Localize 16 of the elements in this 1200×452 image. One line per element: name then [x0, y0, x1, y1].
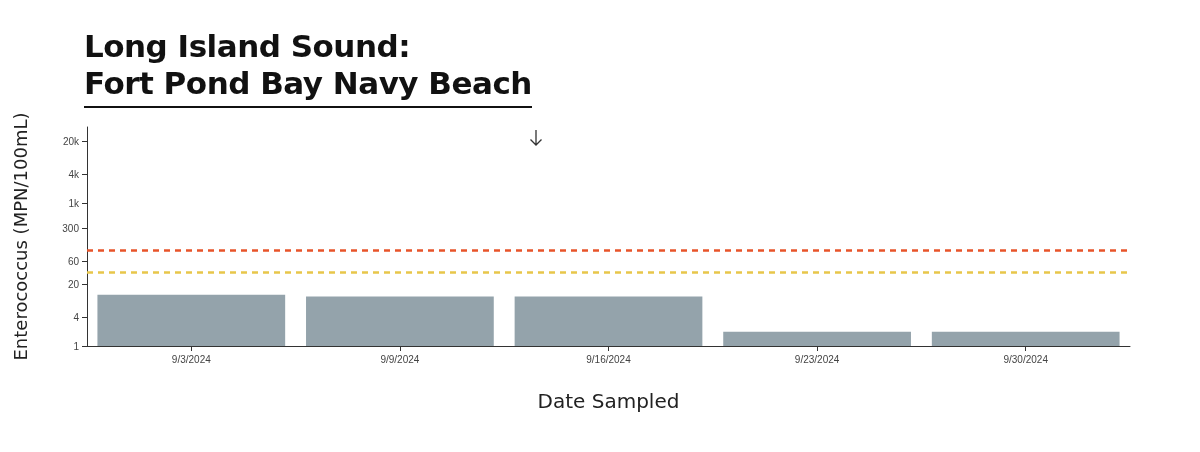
y-tick-label: 20k — [62, 135, 80, 147]
y-tick-label: 1k — [68, 197, 80, 209]
y-tick-label: 4 — [73, 311, 80, 323]
y-tick-label: 20 — [67, 278, 80, 290]
y-axis-title: Enterococcus (MPN/100mL) — [9, 112, 31, 361]
x-tick-label: 9/9/2024 — [380, 353, 420, 365]
y-tick-label: 1 — [73, 340, 80, 352]
x-tick-label: 9/3/2024 — [171, 353, 212, 365]
x-tick-label: 9/16/2024 — [586, 353, 632, 365]
y-tick-label: 60 — [67, 255, 80, 267]
x-axis-title: Date Sampled — [537, 389, 680, 413]
y-tick-label: 300 — [62, 222, 80, 234]
x-tick-label: 9/30/2024 — [1003, 353, 1049, 365]
y-tick-label: 4k — [68, 169, 80, 181]
chart-title: Long Island Sound: Fort Pond Bay Navy Beach — [84, 28, 532, 108]
x-tick-label: 9/23/2024 — [794, 353, 840, 365]
